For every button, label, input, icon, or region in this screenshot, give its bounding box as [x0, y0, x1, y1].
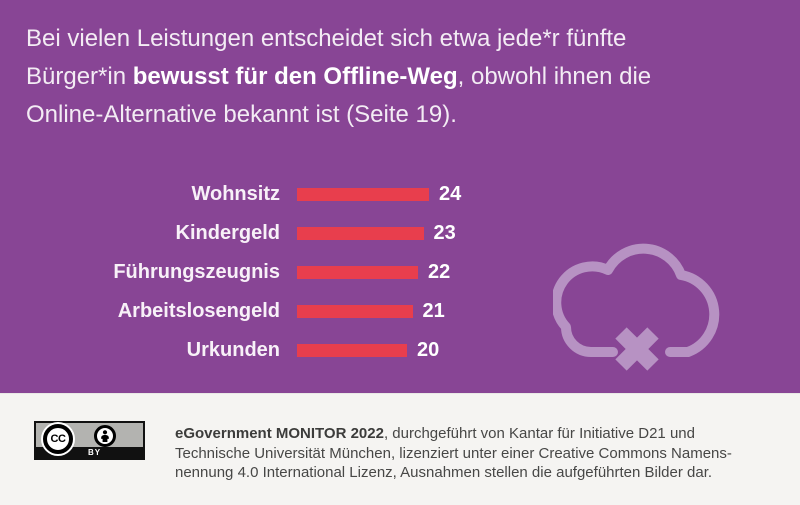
x-mark: [615, 327, 659, 371]
person-glyph: [101, 430, 109, 442]
bar-chart: Wohnsitz 24 Kindergeld 23 Führungszeugnis 22 A…: [26, 175, 461, 370]
headline-line-2-post: , obwohl ihnen die: [457, 63, 652, 90]
chart-value-label: 20: [417, 339, 440, 361]
chart-bar: [297, 344, 407, 357]
source-title: eGovernment MONITOR 2022: [175, 425, 384, 442]
headline-line-2-bold: bewusst für den Offline-Weg: [132, 63, 458, 90]
chart-value-label: 22: [428, 261, 451, 283]
chart-row: Arbeitslosengeld 21: [26, 292, 461, 331]
infographic-background: Bei vielen Leistungen entscheidet sich e…: [0, 0, 800, 393]
chart-category-label: Führungszeugnis: [113, 261, 280, 283]
source-attribution: eGovernment MONITOR 2022, durchgeführt v…: [175, 424, 732, 483]
chart-row: Kindergeld 23: [26, 214, 461, 253]
cloud-with-x-icon: [553, 243, 720, 371]
source-line-2: Technische Universität München, lizenzie…: [175, 444, 732, 462]
cloud-outline: [553, 243, 720, 357]
chart-category-label: Urkunden: [186, 339, 280, 361]
chart-bar: [297, 305, 413, 318]
attribution-person-icon: [94, 425, 116, 447]
headline-line-3: Online-Alternative bekannt ist (Seite 19…: [26, 101, 457, 128]
chart-row: Führungszeugnis 22: [26, 253, 461, 292]
chart-row: Wohnsitz 24: [26, 175, 461, 214]
source-line-3: nennung 4.0 International Lizenz, Ausnah…: [175, 464, 713, 481]
headline-line-2: Bürger*in bewusst für den Offline-Weg, o…: [26, 58, 766, 96]
footer: CC BY eGovernment MONITOR 2022, durchgef…: [0, 393, 800, 505]
creative-commons-circle-icon: CC: [43, 424, 73, 454]
chart-category-label: Kindergeld: [175, 222, 280, 244]
chart-value-label: 24: [439, 183, 462, 205]
chart-bar: [297, 188, 429, 201]
chart-category-label: Arbeitslosengeld: [117, 300, 280, 322]
source-line-1-rest: , durchgeführt von Kantar für Initiative…: [383, 425, 695, 442]
cc-by-badge: CC BY: [34, 421, 145, 460]
headline-line-2-pre: Bürger*in: [26, 63, 133, 90]
chart-bar: [297, 266, 418, 279]
badge-by-label: BY: [36, 447, 143, 458]
chart-category-label: Wohnsitz: [191, 183, 280, 205]
headline: Bei vielen Leistungen entscheidet sich e…: [26, 20, 766, 134]
source-line-1: eGovernment MONITOR 2022, durchgeführt v…: [175, 424, 732, 444]
chart-bar: [297, 227, 424, 240]
chart-value-label: 23: [433, 222, 456, 244]
chart-row: Urkunden 20: [26, 331, 461, 370]
chart-value-label: 21: [422, 300, 445, 322]
headline-line-1: Bei vielen Leistungen entscheidet sich e…: [26, 25, 627, 52]
